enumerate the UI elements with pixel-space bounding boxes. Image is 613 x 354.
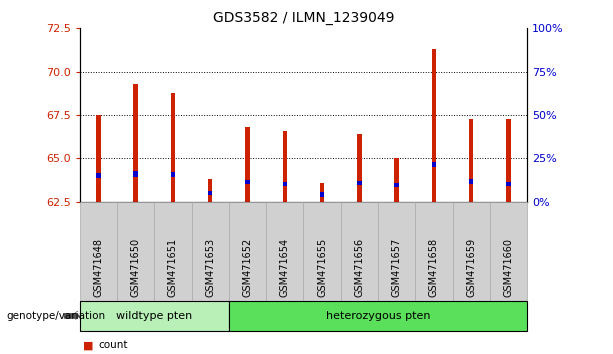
Bar [506,182,511,186]
Text: count: count [98,340,128,350]
Bar [170,172,175,177]
Bar [320,183,324,202]
Bar [245,127,249,202]
Text: GSM471658: GSM471658 [429,238,439,297]
Text: heterozygous pten: heterozygous pten [326,311,430,321]
Bar [208,179,213,202]
Text: GSM471651: GSM471651 [168,238,178,297]
Bar [208,190,213,195]
Text: wildtype pten: wildtype pten [116,311,192,321]
Text: GSM471659: GSM471659 [466,238,476,297]
Bar [245,180,249,184]
Bar [506,119,511,202]
Text: ■: ■ [83,340,93,350]
Text: GSM471648: GSM471648 [93,238,104,297]
Bar [96,115,101,202]
Bar [96,173,101,178]
Text: GSM471653: GSM471653 [205,238,215,297]
Bar [394,158,399,202]
Text: GSM471652: GSM471652 [243,238,253,297]
Bar [394,183,399,187]
Bar [283,131,287,202]
Bar [320,192,324,196]
Text: GSM471657: GSM471657 [392,238,402,297]
Text: genotype/variation: genotype/variation [6,311,105,321]
Bar [469,179,473,184]
Bar [134,84,138,202]
Bar [357,181,362,185]
Bar [469,119,473,202]
Text: GSM471660: GSM471660 [503,238,514,297]
Bar [134,171,138,177]
Bar [283,182,287,186]
Text: GSM471650: GSM471650 [131,238,140,297]
Title: GDS3582 / ILMN_1239049: GDS3582 / ILMN_1239049 [213,11,394,24]
Bar [170,92,175,202]
Bar [432,49,436,202]
Text: GSM471655: GSM471655 [317,238,327,297]
Text: GSM471654: GSM471654 [280,238,290,297]
Bar [357,134,362,202]
Bar [432,162,436,167]
Text: GSM471656: GSM471656 [354,238,364,297]
